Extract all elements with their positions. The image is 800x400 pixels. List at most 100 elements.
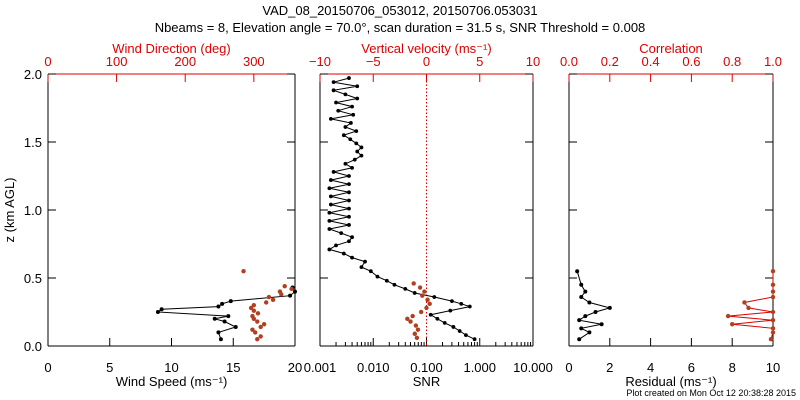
vertical-velocity-point <box>417 285 423 290</box>
wind-direction-point <box>289 286 294 292</box>
vertical-velocity-point <box>420 293 425 298</box>
bottom-tick-label: 4 <box>647 360 654 375</box>
snr-point <box>428 312 433 317</box>
top-tick-label: 5 <box>476 54 483 69</box>
y-tick-label: 1.5 <box>24 135 42 150</box>
y-tick-label: 0.5 <box>24 271 42 286</box>
snr-point <box>347 198 351 203</box>
residual-point <box>583 289 588 294</box>
wind-speed-point <box>226 314 231 319</box>
top-tick-label: 300 <box>243 54 265 69</box>
residual-point <box>577 318 582 323</box>
correlation-point <box>770 326 776 331</box>
top-tick-label: 0.8 <box>723 54 741 69</box>
bottom-axis-title: Wind Speed (ms⁻¹) <box>116 374 228 389</box>
wind-speed-point <box>216 330 221 335</box>
snr-point <box>347 239 351 244</box>
snr-point <box>347 190 351 195</box>
wind-direction-point <box>250 327 255 332</box>
residual-point <box>575 269 580 274</box>
snr-point <box>457 329 462 333</box>
vertical-velocity-point <box>425 297 430 302</box>
y-tick-label: 0.0 <box>24 339 42 354</box>
snr-point <box>355 149 360 154</box>
snr-point <box>347 223 351 227</box>
snr-point <box>331 88 336 93</box>
snr-point <box>347 182 351 187</box>
snr-point <box>350 255 354 260</box>
snr-point <box>350 104 354 109</box>
wind-speed-point <box>216 304 221 309</box>
vertical-velocity-point <box>422 289 427 294</box>
bottom-tick-label: 20 <box>288 360 302 375</box>
snr-point <box>472 337 477 342</box>
y-tick-label: 2.0 <box>24 67 42 82</box>
panel-residual: 0 2 4 6 8 10 Residual (ms⁻¹) 0.0 0.2 0.4 0.6 0.8 1.0… <box>560 41 782 389</box>
snr-point <box>403 286 408 291</box>
wind-direction-point <box>261 322 267 327</box>
correlation-point <box>768 337 774 342</box>
panel-wind: 0 5 10 15 20 Wind Speed (ms⁻¹) 0 100 200 300 Wind … <box>2 41 302 389</box>
correlation-point <box>770 294 776 300</box>
wind-speed-point <box>288 293 293 298</box>
top-tick-label: 0.4 <box>642 54 660 69</box>
wind-direction-point <box>266 294 272 300</box>
vertical-velocity-point <box>427 301 432 307</box>
snr-point <box>327 186 332 191</box>
snr-point <box>331 170 336 174</box>
wind-speed-point <box>233 324 238 329</box>
correlation-point <box>770 330 776 335</box>
snr-point <box>363 259 367 264</box>
correlation-point <box>770 289 776 294</box>
snr-point <box>359 265 364 270</box>
snr-point <box>384 278 389 283</box>
snr-point <box>459 301 464 306</box>
correlation-point <box>770 309 776 315</box>
correlation-point <box>770 269 776 274</box>
wind-direction-point <box>250 313 255 319</box>
bottom-tick-label: 0 <box>565 360 572 375</box>
correlation-point <box>746 305 751 311</box>
wind-direction-point <box>263 300 269 305</box>
top-axis-title: Correlation <box>639 41 703 56</box>
snr-point <box>351 112 356 117</box>
snr-point <box>327 247 332 252</box>
vertical-velocity-point <box>408 319 413 324</box>
snr-point <box>435 316 440 321</box>
snr-point <box>352 157 357 162</box>
vertical-velocity-point <box>412 331 417 336</box>
figure-subtitle: Nbeams = 8, Elevation angle = 70.0°, sca… <box>155 20 646 35</box>
top-tick-label: 0.2 <box>601 54 619 69</box>
wind-direction-point <box>282 283 287 289</box>
wind-speed-point <box>222 319 227 324</box>
wind-speed-line <box>156 287 296 340</box>
snr-point <box>327 227 332 231</box>
snr-point <box>350 165 354 170</box>
snr-point <box>341 251 346 256</box>
top-axis-title: Wind Direction (deg) <box>112 41 231 56</box>
bottom-tick-label: 15 <box>226 360 240 375</box>
bottom-tick-label: 10 <box>766 360 780 375</box>
snr-point <box>328 202 333 207</box>
snr-point <box>334 100 338 105</box>
snr-point <box>328 194 333 199</box>
wind-direction-point <box>255 337 260 342</box>
wind-speed-point <box>159 307 164 312</box>
wind-speed-point <box>293 289 297 294</box>
vertical-velocity-point <box>410 313 415 319</box>
snr-point <box>347 174 351 178</box>
top-axis-title: Vertical velocity (ms⁻¹) <box>361 41 491 56</box>
vertical-velocity-point <box>415 327 421 332</box>
snr-point <box>350 235 354 240</box>
bottom-tick-label: 0.001 <box>304 360 337 375</box>
vertical-velocity-point <box>424 305 429 311</box>
wind-speed-point <box>220 301 225 306</box>
top-tick-label: −5 <box>366 54 381 69</box>
wind-direction-point <box>258 334 263 339</box>
top-tick-label: 1.0 <box>764 54 782 69</box>
residual-point <box>587 300 592 305</box>
snr-point <box>392 282 397 287</box>
snr-point <box>341 133 346 138</box>
